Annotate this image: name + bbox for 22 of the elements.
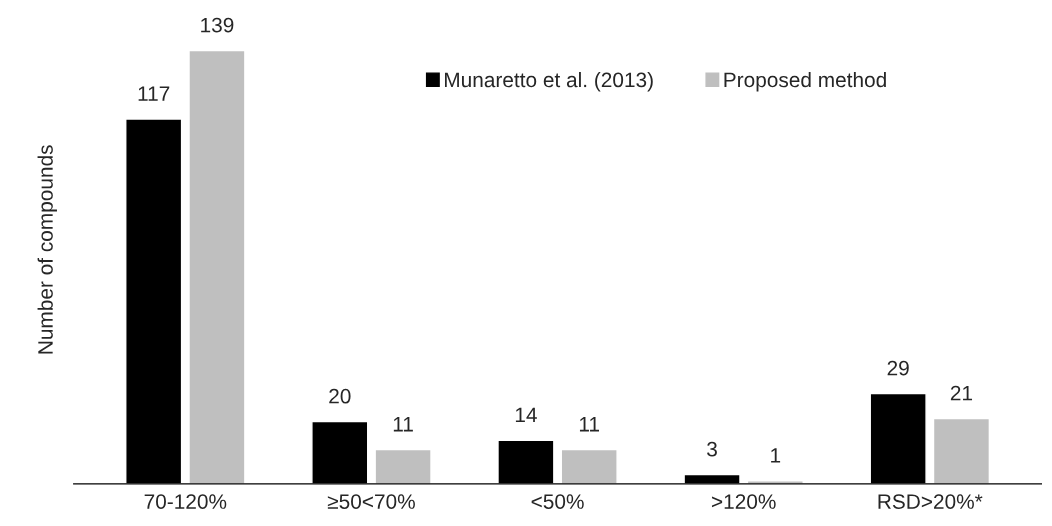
data-label: 117 [138,86,170,101]
data-label: 14 [515,407,537,423]
bar [374,448,432,484]
legend-label: Proposed method [724,71,886,92]
data-label: 1 [771,448,781,463]
legend-label: Munaretto et al. (2013) [445,71,653,92]
x-tick-label: 70-120% [144,494,227,509]
y-axis-title: Number of compounds [37,145,57,354]
data-label: 20 [329,388,351,404]
data-label: 139 [201,17,234,33]
bar [932,417,991,484]
bar [188,49,246,484]
data-label: 29 [887,360,909,376]
data-label: 3 [707,441,717,457]
data-label: 11 [579,417,599,432]
x-tick-label: ≥50<70% [327,494,415,509]
x-tick-label: RSD>20%* [878,494,983,509]
x-tick-label: <50% [531,494,584,509]
data-label: 11 [393,417,413,432]
data-label: 21 [950,385,973,401]
bar [560,448,618,484]
x-tick-label: >120% [711,494,776,509]
